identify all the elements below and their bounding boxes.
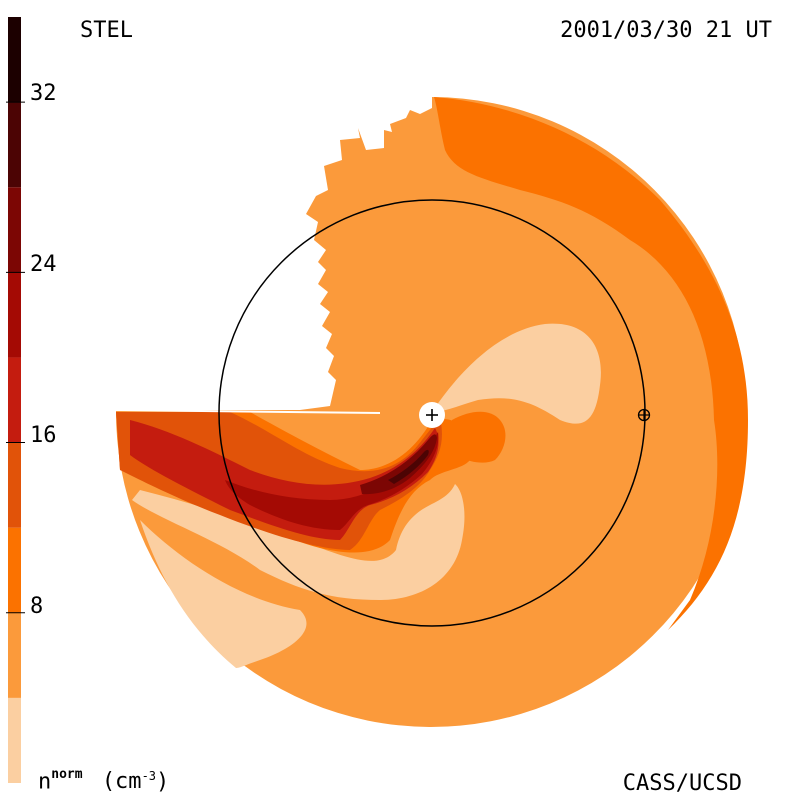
colorbar-band-8 — [8, 17, 21, 103]
colorbar — [6, 17, 25, 783]
unit-close: ) — [156, 769, 170, 795]
density-cme-core-28 — [388, 449, 429, 484]
colorbar-band-7 — [8, 102, 21, 188]
quantity-superscript: norm — [51, 767, 83, 782]
colorbar-band-1 — [8, 612, 21, 698]
density-cme-core-24 — [360, 434, 437, 495]
earth-circled-plus-icon — [637, 408, 651, 422]
density-pale-region-south — [140, 520, 307, 668]
colorbar-band-3 — [8, 442, 21, 528]
colorbar-tick-label-8: 8 — [30, 594, 44, 619]
quantity-symbol: n — [38, 769, 52, 795]
credit-label: CASS/UCSD — [622, 771, 742, 796]
density-cme-core-20 — [225, 432, 439, 530]
empty-boundary-line — [115, 409, 381, 414]
colorbar-tick-label-24: 24 — [30, 252, 57, 277]
unit-exponent: -3 — [141, 769, 157, 783]
colorbar-band-5 — [8, 272, 21, 358]
colorbar-bands — [8, 17, 21, 783]
unit-text: (cm — [101, 769, 142, 795]
density-pale-swirl-ne — [432, 323, 601, 424]
colorbar-tick-label-16: 16 — [30, 423, 57, 448]
colorbar-quantity-label: nnorm (cm-3) — [38, 767, 170, 795]
colorbar-tick-label-32: 32 — [30, 81, 57, 106]
sun-plus-icon — [419, 402, 445, 428]
colorbar-ticks — [6, 101, 25, 614]
earth-orbit-circle — [218, 199, 646, 627]
colorbar-band-4 — [8, 357, 21, 443]
timestamp-label: 2001/03/30 21 UT — [560, 18, 772, 43]
density-east-blob — [452, 411, 506, 463]
density-cme-core-16 — [130, 420, 439, 540]
density-outer-band — [434, 97, 748, 630]
instrument-label: STEL — [80, 18, 133, 43]
colorbar-band-0 — [8, 697, 21, 783]
colorbar-band-2 — [8, 527, 21, 613]
colorbar-band-6 — [8, 187, 21, 273]
